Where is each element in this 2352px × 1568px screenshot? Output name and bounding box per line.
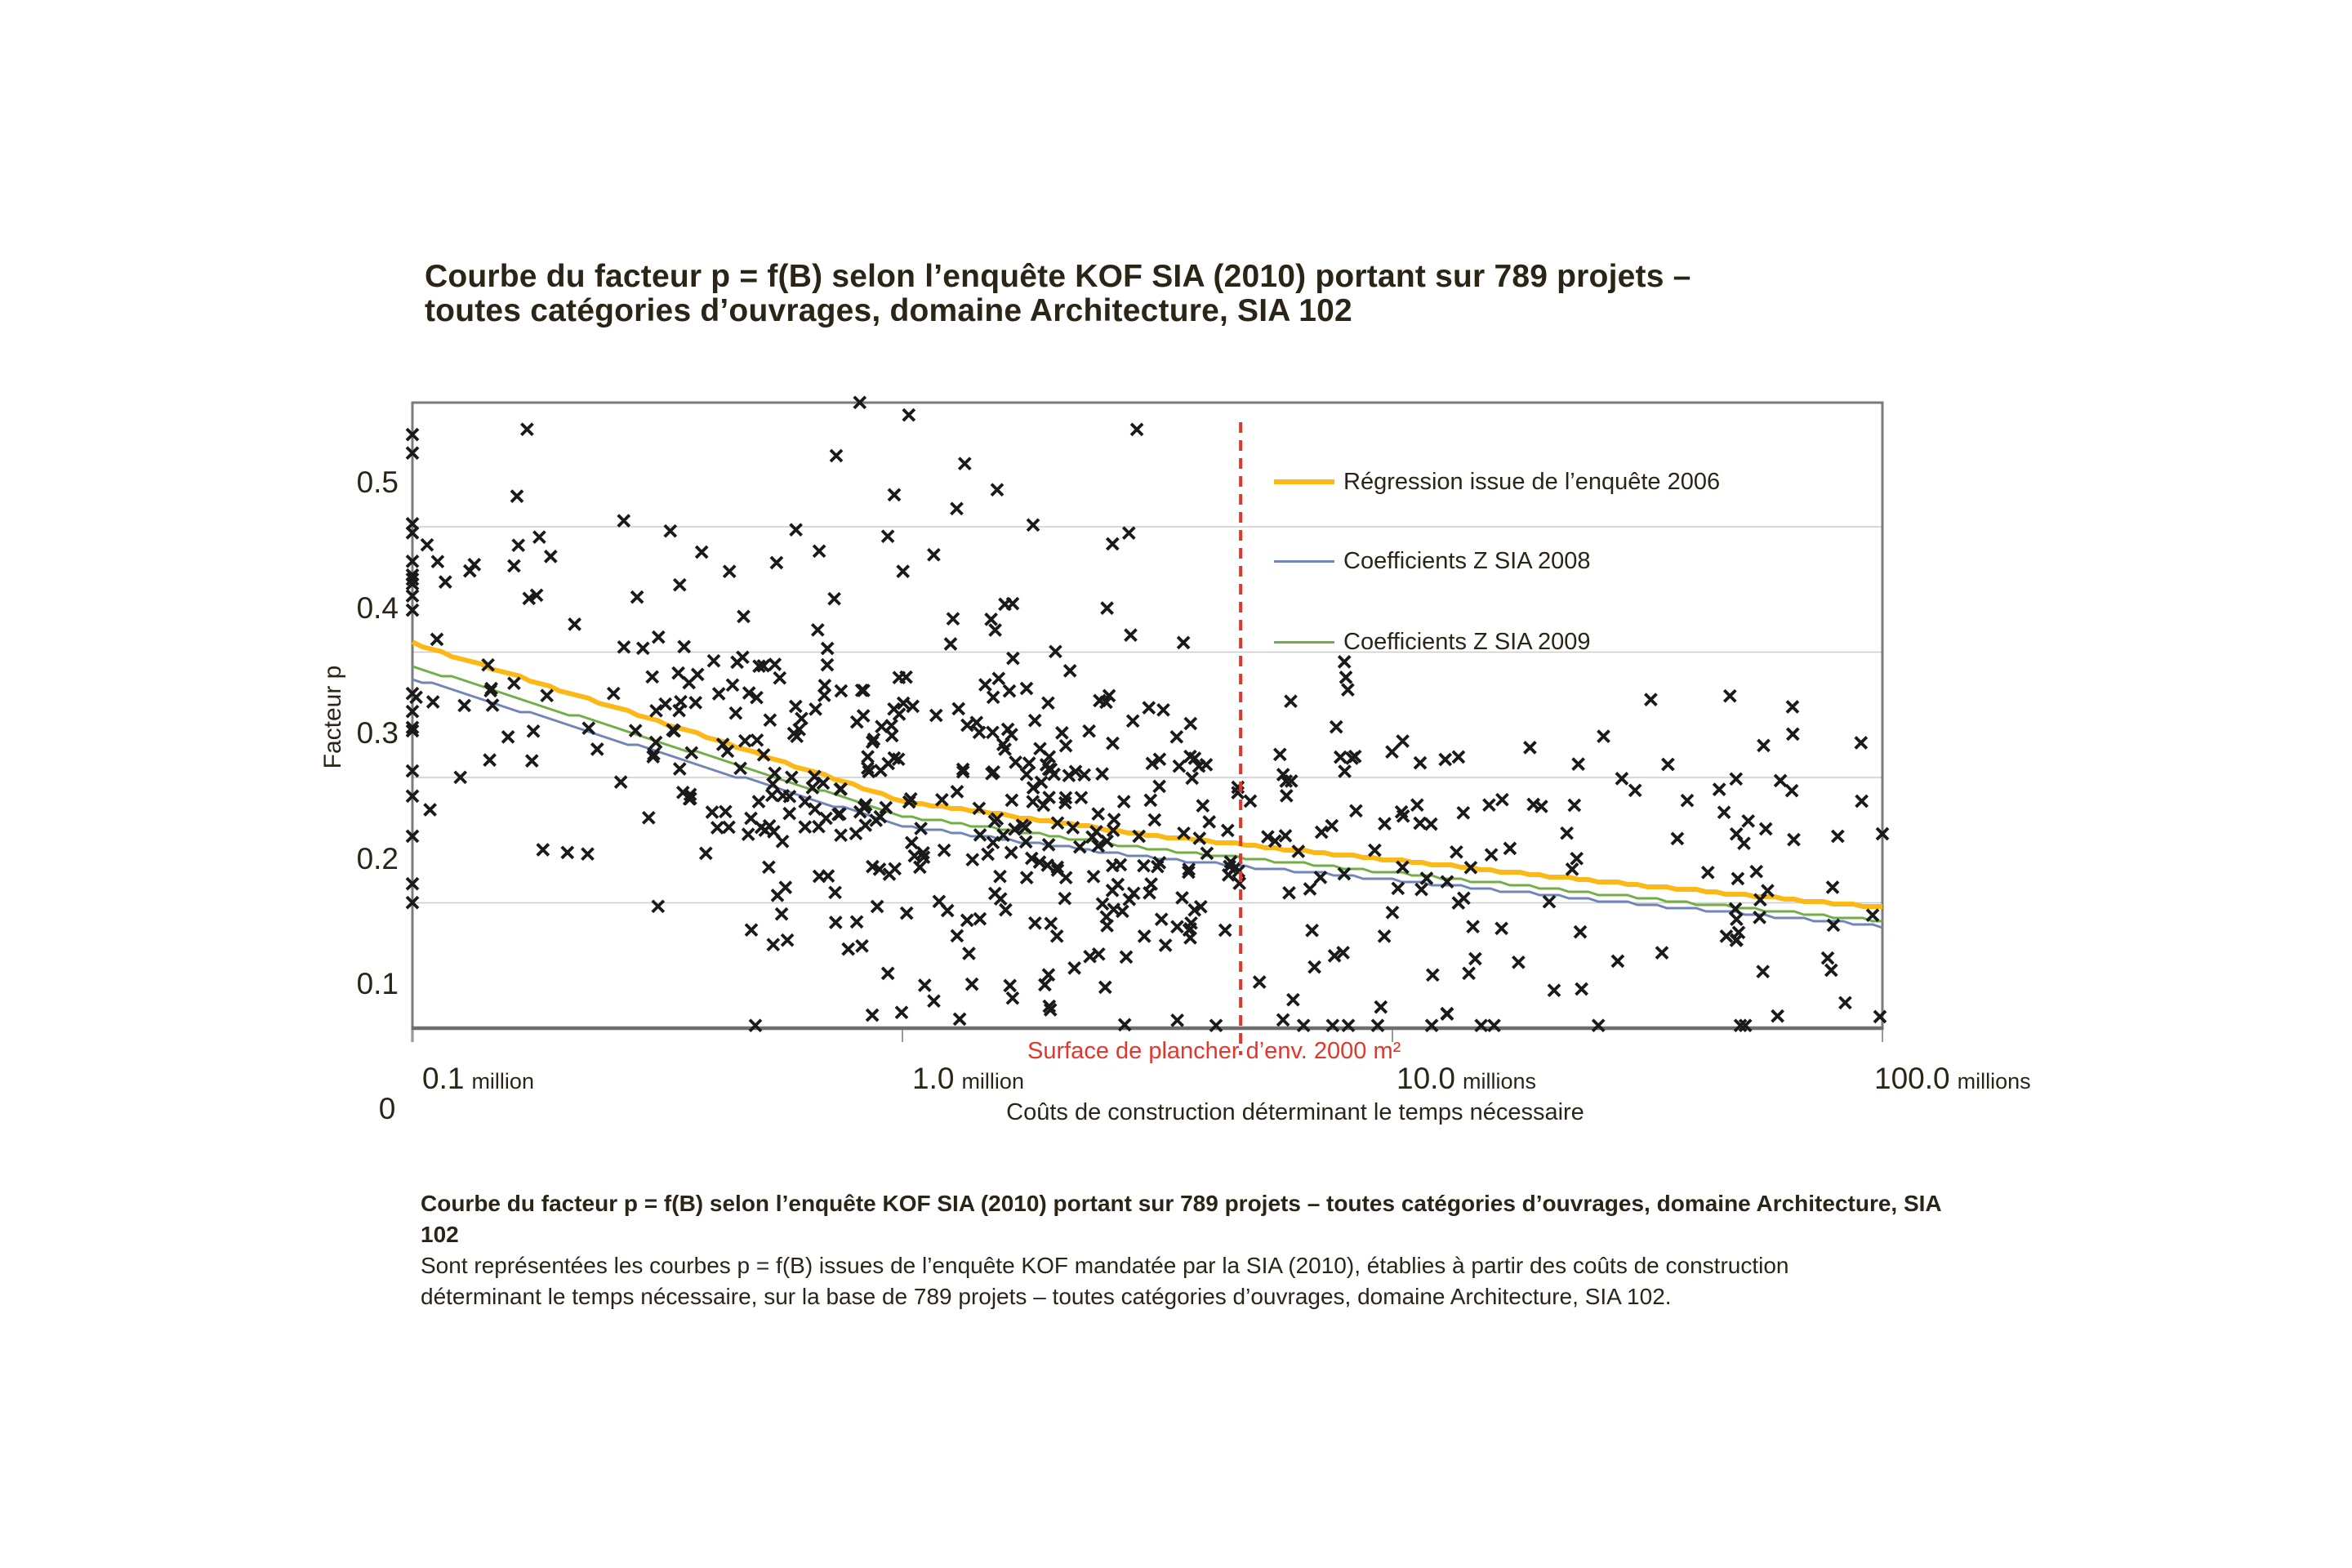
y-tick-label: 0.4 (356, 590, 399, 625)
legend-label: Régression issue de l’enquête 2006 (1343, 468, 1721, 495)
curve-regression-2006 (411, 639, 1882, 909)
y-tick-label: 0.5 (356, 466, 399, 499)
y-tick-label: 0.3 (356, 716, 399, 750)
y-tick-label: 0.1 (356, 967, 399, 1000)
x-tick-number: 1.0 (912, 1062, 955, 1095)
chart-title: Courbe du facteur p = f(B) selon l’enquê… (425, 260, 1691, 328)
scatter-points (405, 395, 1890, 1033)
x-tick-unit: millions (1463, 1069, 1537, 1094)
x-tick-unit: millions (1957, 1069, 2031, 1094)
legend-label: Coefficients Z SIA 2008 (1343, 547, 1591, 574)
x-tick-unit: million (471, 1069, 534, 1094)
origin-label: 0 (378, 1092, 396, 1125)
legend-item-z-sia-2008: Coefficients Z SIA 2008 (1274, 545, 1591, 577)
x-tick-label: 0.1 million (422, 1062, 534, 1096)
legend-line-z-sia-2009 (1274, 640, 1334, 644)
x-tick-number: 0.1 (422, 1062, 465, 1095)
y-axis-title: Facteur p (319, 665, 346, 769)
x-axis-title: Coûts de construction déterminant le tem… (1006, 1099, 1584, 1125)
plot-frame (411, 401, 1884, 1042)
y-tick-label: 0.2 (356, 841, 399, 875)
caption-line3: déterminant le temps nécessaire, sur la … (421, 1284, 1672, 1309)
caption-bold-line: Courbe du facteur p = f(B) selon l’enquê… (421, 1191, 1941, 1247)
x-tick-unit: million (961, 1069, 1024, 1094)
legend-item-regression-2006: Régression issue de l’enquête 2006 (1274, 466, 1720, 498)
floor-area-annotation: Surface de plancher d’env. 2000 m² (1027, 1038, 1401, 1064)
legend-line-regression-2006 (1274, 479, 1334, 484)
legend-item-z-sia-2009: Coefficients Z SIA 2009 (1274, 626, 1591, 658)
chart-title-line1: Courbe du facteur p = f(B) selon l’enquê… (425, 259, 1691, 294)
x-tick-number: 10.0 (1396, 1062, 1456, 1095)
caption-line2: Sont représentées les courbes p = f(B) i… (421, 1253, 1789, 1278)
legend-label: Coefficients Z SIA 2009 (1343, 628, 1591, 655)
x-tick-label: 10.0 millions (1396, 1062, 1536, 1096)
x-tick-label: 100.0 millions (1874, 1062, 2031, 1096)
x-tick-label: 1.0 million (912, 1062, 1024, 1096)
chart-title-line2: toutes catégories d’ouvrages, domaine Ar… (425, 293, 1352, 328)
legend-line-z-sia-2008 (1274, 559, 1334, 563)
figure-caption: Courbe du facteur p = f(B) selon l’enquê… (421, 1188, 1956, 1312)
x-tick-number: 100.0 (1874, 1062, 1950, 1095)
